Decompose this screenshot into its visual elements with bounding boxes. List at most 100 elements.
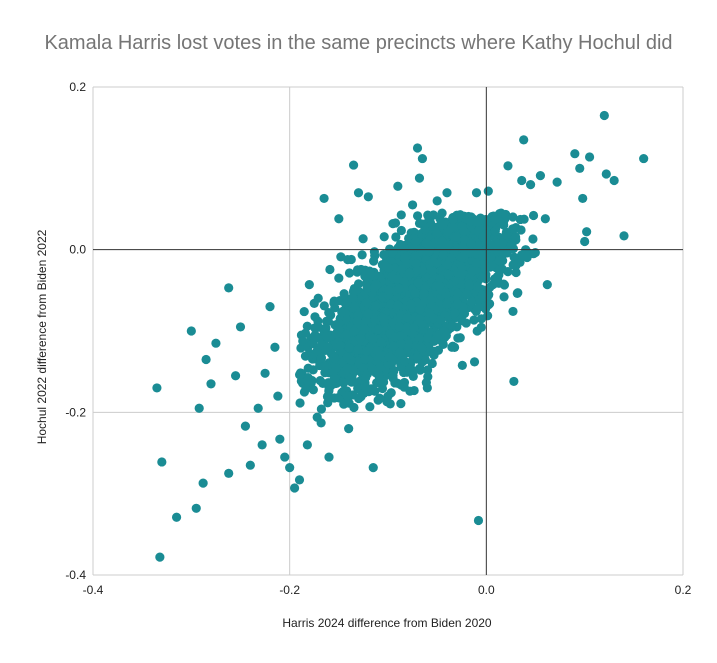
data-point [369, 283, 380, 293]
data-point [619, 231, 629, 241]
data-point [530, 248, 540, 258]
data-point [403, 339, 413, 349]
data-point [353, 344, 363, 354]
data-point [349, 326, 359, 336]
data-point [201, 354, 211, 365]
data-point [511, 267, 521, 278]
data-point [280, 452, 290, 462]
data-point [469, 357, 480, 367]
data-point [450, 308, 460, 318]
data-point [413, 278, 423, 288]
data-point [420, 355, 430, 365]
data-point [319, 193, 329, 204]
data-point [522, 252, 532, 263]
data-point [420, 225, 430, 235]
data-point [396, 264, 407, 275]
data-point [393, 181, 403, 191]
data-point [519, 135, 529, 145]
data-point [260, 368, 270, 378]
data-point [508, 260, 518, 270]
data-point [422, 365, 433, 375]
data-point [429, 257, 439, 267]
data-point [395, 239, 405, 250]
data-point [349, 402, 359, 413]
data-point [438, 250, 448, 260]
data-point [396, 210, 406, 220]
data-point [353, 279, 364, 289]
data-point [308, 385, 318, 395]
data-point [391, 232, 401, 242]
data-point [459, 226, 469, 236]
data-point [508, 212, 518, 222]
data-point [515, 214, 525, 225]
data-point [335, 340, 345, 351]
tick-labels: -0.4 -0.2 0.0 0.2 -0.4 -0.2 0.0 0.2 [65, 80, 691, 597]
data-point [337, 307, 347, 317]
data-point [342, 352, 352, 362]
data-point [186, 326, 196, 336]
data-point [601, 169, 611, 179]
data-point [412, 352, 422, 362]
data-point [224, 468, 234, 478]
data-point [471, 188, 482, 198]
data-point [384, 352, 394, 362]
data-point [506, 239, 516, 250]
data-point [517, 175, 527, 186]
data-point [394, 283, 404, 294]
data-point [443, 227, 453, 237]
data-point [240, 421, 251, 431]
data-point [429, 346, 440, 356]
data-point [344, 268, 355, 278]
data-point [396, 380, 406, 390]
data-point [301, 384, 311, 394]
y-tick-label: -0.4 [65, 568, 86, 582]
data-point [423, 372, 433, 382]
data-point [461, 318, 471, 328]
data-point [355, 333, 366, 343]
data-point [483, 186, 493, 196]
data-point [352, 265, 363, 275]
data-point [473, 515, 484, 526]
data-point [361, 382, 371, 392]
data-point [441, 330, 451, 341]
data-point [528, 210, 539, 221]
data-point [365, 402, 375, 412]
data-point [502, 248, 512, 258]
data-point [388, 247, 398, 257]
data-point [639, 153, 649, 164]
data-point [371, 301, 381, 311]
data-point [361, 298, 372, 308]
data-point [369, 247, 380, 257]
data-point [298, 336, 308, 346]
data-point [509, 252, 519, 262]
data-point [409, 323, 419, 333]
data-point [349, 377, 359, 387]
data-point [509, 376, 519, 387]
zero-axes [93, 87, 683, 575]
data-point [402, 322, 412, 332]
data-point [535, 171, 546, 181]
data-point [448, 214, 458, 225]
data-point [501, 230, 511, 240]
x-tick-label: -0.4 [83, 583, 104, 597]
data-point [483, 311, 493, 321]
data-point [373, 325, 383, 335]
data-point [393, 300, 403, 310]
x-tick-label: -0.2 [279, 583, 300, 597]
data-point [435, 274, 445, 284]
data-point [465, 217, 476, 227]
data-point [414, 334, 424, 344]
data-point [490, 214, 500, 224]
data-point [402, 313, 412, 323]
data-point [346, 254, 356, 265]
data-point [429, 313, 439, 324]
data-point [198, 478, 208, 488]
data-point [324, 452, 334, 462]
data-point [501, 209, 511, 220]
data-point [191, 503, 201, 513]
data-point [357, 250, 367, 260]
data-point [414, 173, 425, 183]
data-point [353, 188, 364, 198]
x-axis-title: Harris 2024 difference from Biden 2020 [282, 616, 492, 630]
